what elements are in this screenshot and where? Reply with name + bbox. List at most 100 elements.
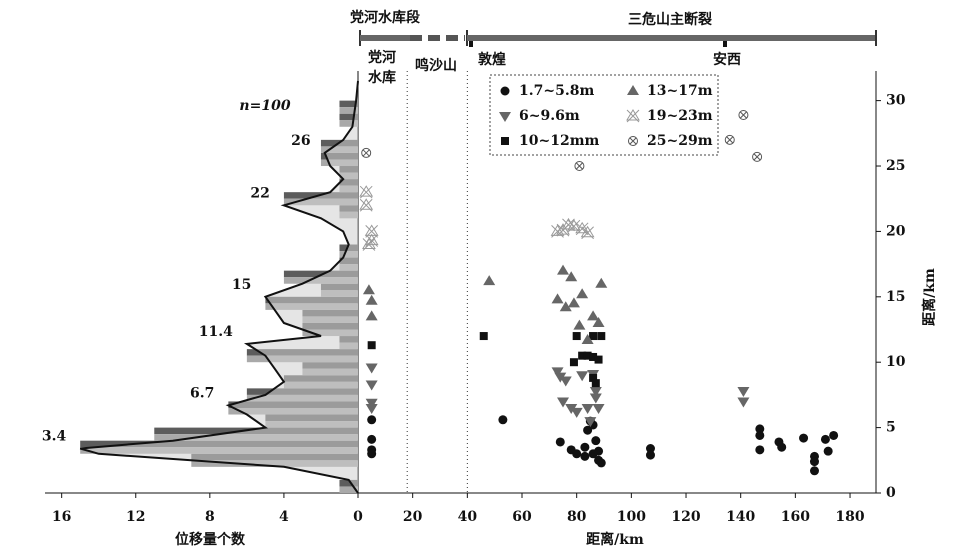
dot [555,437,565,447]
dot [581,333,594,344]
x-tick-label: 140 [726,509,755,525]
dot [567,219,581,231]
x-axis-label: 距离/km [586,531,644,548]
dot [594,355,603,364]
dot [823,446,833,456]
place-marker [723,41,727,47]
dot [359,185,373,199]
point [573,319,586,330]
point [829,430,839,440]
point [752,151,763,162]
y-tick-label: 10 [886,354,906,370]
segment-label: 三危山主断裂 [628,11,712,28]
point [365,294,378,305]
point [737,386,750,397]
dot [589,332,598,341]
dot [589,386,602,397]
point [592,403,605,414]
dot [820,434,830,444]
point [589,393,602,404]
bar [339,100,358,108]
point [479,332,488,341]
dot [829,430,839,440]
dot [592,316,605,327]
point [557,397,570,408]
dot [626,109,640,121]
point [589,332,598,341]
dot [777,442,787,452]
dot [572,449,582,459]
x-tick-label: 8 [205,509,215,525]
point [361,147,372,158]
point [591,436,601,446]
place-label: 鸣沙山 [415,57,457,74]
dot [575,221,590,234]
dot [479,332,488,341]
legend-label: 1.7~5.8m [519,83,594,99]
dot [594,446,604,456]
point [365,363,378,374]
place-marker [469,41,473,47]
dot [589,373,598,382]
point [365,310,378,321]
dot [367,449,377,459]
dot [365,234,379,247]
dot [629,137,637,145]
place-label: 敦煌 [478,51,506,68]
dot [809,457,819,467]
dot [645,450,655,460]
dot [364,233,379,246]
point [483,275,496,286]
legend-label: 13~17m [647,83,713,99]
peak-label: 15 [232,277,251,293]
legend-label: 10~12mm [519,133,600,149]
dot [581,226,594,240]
point [645,444,655,454]
point [755,430,765,440]
bar [339,486,358,493]
point [587,310,600,321]
point [570,407,583,418]
dot [557,264,570,275]
dot [483,275,496,286]
legend-label: 6~9.6m [519,108,580,124]
dot [809,466,819,476]
point [572,332,581,341]
point [738,110,749,121]
dot [740,111,747,119]
point [365,403,378,414]
point [555,437,565,447]
point [498,415,508,425]
point [823,446,833,456]
dot [576,288,589,299]
point [628,136,638,146]
point [367,449,377,459]
legend-label: 25~29m [647,133,713,149]
dot [576,371,589,382]
point [572,449,582,459]
segment-label: 党河水库段 [350,9,420,26]
dot [367,341,376,350]
dot [578,351,587,360]
point [367,434,377,444]
dot [567,297,580,308]
dot [591,436,601,446]
y-axis-label: 距离/km [921,268,938,326]
point [626,109,640,123]
dot [589,393,602,404]
point [596,458,606,468]
point [499,112,511,122]
x-tick-label: 4 [279,509,289,525]
dot [576,162,583,170]
point [755,424,765,434]
dot [499,112,511,122]
dot [551,293,564,304]
place-label: 安西 [713,51,741,68]
dot [726,136,734,144]
point [551,293,564,304]
dot [596,458,606,468]
point [594,355,603,364]
dot [584,417,597,428]
dot [554,372,567,383]
dot [799,433,809,443]
